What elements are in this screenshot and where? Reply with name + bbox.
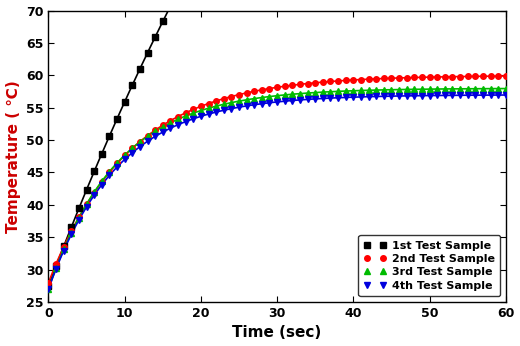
X-axis label: Time (sec): Time (sec) (232, 326, 322, 340)
3rd Test Sample (441, 87, 448, 91)
2nd Test Sample (320, 80, 326, 84)
3rd Test Sample (320, 90, 326, 94)
Line: 2nd Test Sample: 2nd Test Sample (46, 73, 509, 285)
Legend: 1st Test Sample, 2nd Test Sample, 3rd Test Sample, 4th Test Sample: 1st Test Sample, 2nd Test Sample, 3rd Te… (358, 235, 500, 297)
2nd Test Sample (205, 101, 212, 106)
2nd Test Sample (152, 128, 158, 132)
3rd Test Sample (289, 92, 295, 96)
2nd Test Sample (137, 139, 143, 144)
2nd Test Sample (289, 83, 295, 87)
Line: 4th Test Sample: 4th Test Sample (46, 92, 509, 292)
3rd Test Sample (152, 129, 158, 134)
Y-axis label: Temperature ( ℃): Temperature ( ℃) (6, 80, 21, 233)
4th Test Sample (205, 112, 212, 116)
Line: 1st Test Sample: 1st Test Sample (46, 0, 509, 289)
4th Test Sample (503, 93, 509, 97)
4th Test Sample (152, 134, 158, 138)
4th Test Sample (45, 287, 51, 291)
1st Test Sample (137, 67, 143, 71)
2nd Test Sample (441, 75, 448, 79)
1st Test Sample (45, 284, 51, 288)
4th Test Sample (137, 145, 143, 149)
4th Test Sample (320, 97, 326, 101)
2nd Test Sample (503, 74, 509, 78)
2nd Test Sample (45, 281, 51, 285)
3rd Test Sample (137, 140, 143, 144)
4th Test Sample (289, 98, 295, 102)
3rd Test Sample (205, 106, 212, 110)
3rd Test Sample (503, 86, 509, 91)
4th Test Sample (441, 93, 448, 98)
3rd Test Sample (45, 287, 51, 291)
1st Test Sample (152, 35, 158, 39)
Line: 3rd Test Sample: 3rd Test Sample (46, 86, 509, 292)
